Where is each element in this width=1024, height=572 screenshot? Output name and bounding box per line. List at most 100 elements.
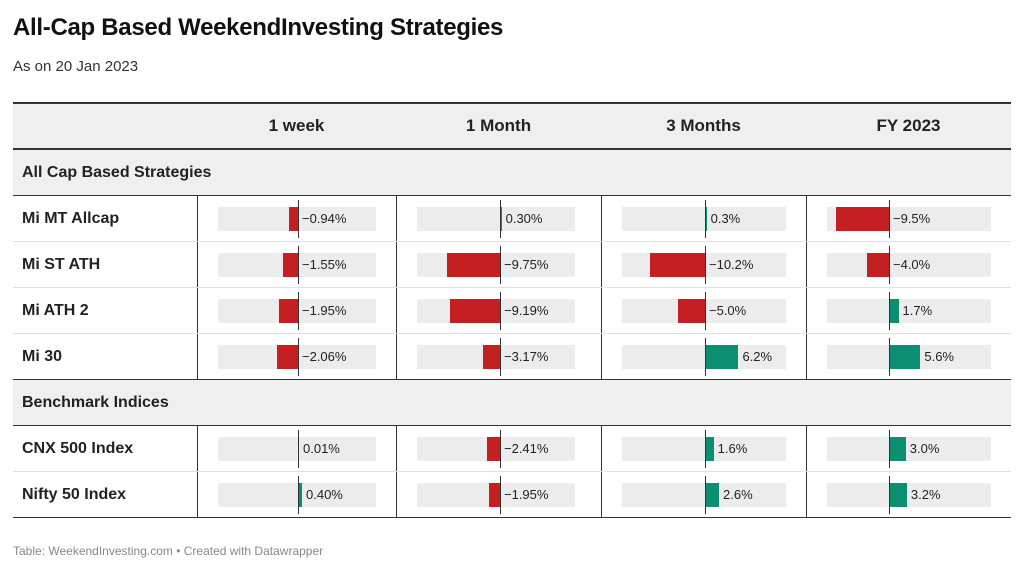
negative-bar xyxy=(277,345,298,369)
value-cell: 0.40% xyxy=(197,472,396,517)
zero-line xyxy=(889,430,890,468)
positive-bar xyxy=(705,345,739,369)
zero-line xyxy=(500,476,501,514)
bar-track xyxy=(417,207,575,231)
value-cell: −9.5% xyxy=(806,196,1011,241)
group-label: All Cap Based Strategies xyxy=(22,163,212,181)
value-label: −9.75% xyxy=(504,257,549,272)
value-label: 0.01% xyxy=(303,441,340,456)
zero-line xyxy=(298,292,299,330)
zero-line xyxy=(500,292,501,330)
value-cell: −5.0% xyxy=(601,288,806,333)
table-header-row: 1 week 1 Month 3 Months FY 2023 xyxy=(13,104,1011,150)
value-cell: −1.95% xyxy=(396,472,601,517)
column-header: 3 Months xyxy=(666,116,741,135)
value-label: 2.6% xyxy=(723,487,753,502)
group-header-row: All Cap Based Strategies xyxy=(13,150,1011,196)
zero-line xyxy=(500,200,501,238)
table-row: Mi MT Allcap −0.94% 0.30% 0.3% −9.5% xyxy=(13,196,1011,242)
value-label: −0.94% xyxy=(302,211,347,226)
value-cell: 3.2% xyxy=(806,472,1011,517)
row-name: Nifty 50 Index xyxy=(22,485,127,503)
value-cell: −2.41% xyxy=(396,426,601,471)
group-header-row: Benchmark Indices xyxy=(13,380,1011,426)
value-cell: −1.95% xyxy=(197,288,396,333)
negative-bar xyxy=(447,253,500,277)
row-name: CNX 500 Index xyxy=(22,439,134,457)
bar-track xyxy=(622,437,786,461)
zero-line xyxy=(500,246,501,284)
bar-track xyxy=(827,483,991,507)
negative-bar xyxy=(835,207,889,231)
negative-bar xyxy=(489,483,500,507)
zero-line xyxy=(705,476,706,514)
negative-bar xyxy=(450,299,500,323)
positive-bar xyxy=(889,483,907,507)
zero-line xyxy=(705,200,706,238)
negative-bar xyxy=(866,253,889,277)
value-cell: −10.2% xyxy=(601,242,806,287)
column-header: 1 week xyxy=(268,116,325,135)
value-label: −9.19% xyxy=(504,303,549,318)
value-label: −4.0% xyxy=(893,257,931,272)
negative-bar xyxy=(278,299,298,323)
value-cell: 0.3% xyxy=(601,196,806,241)
table-row: Mi ATH 2 −1.95% −9.19% −5.0% 1.7% xyxy=(13,288,1011,334)
table-row: CNX 500 Index 0.01% −2.41% 1.6% 3.0% xyxy=(13,426,1011,472)
negative-bar xyxy=(288,207,298,231)
value-label: 3.0% xyxy=(909,441,940,456)
negative-bar xyxy=(482,345,500,369)
row-name: Mi ST ATH xyxy=(22,255,101,273)
zero-line xyxy=(889,476,890,514)
zero-line xyxy=(705,292,706,330)
value-label: 0.40% xyxy=(306,487,343,502)
zero-line xyxy=(705,338,706,376)
positive-bar xyxy=(889,299,899,323)
zero-line xyxy=(889,200,890,238)
bar-track xyxy=(827,253,991,277)
row-name: Mi 30 xyxy=(22,347,63,365)
table-top-rule xyxy=(13,102,1011,104)
zero-line xyxy=(298,200,299,238)
value-label: −1.95% xyxy=(302,303,347,318)
value-label: 1.7% xyxy=(902,303,933,318)
negative-bar xyxy=(282,253,298,277)
value-label: −2.06% xyxy=(302,349,347,364)
group-label: Benchmark Indices xyxy=(22,393,169,411)
value-label: −1.55% xyxy=(302,257,347,272)
zero-line xyxy=(889,338,890,376)
value-cell: 2.6% xyxy=(601,472,806,517)
value-cell: −0.94% xyxy=(197,196,396,241)
performance-table: 1 week 1 Month 3 Months FY 2023 All Cap … xyxy=(13,102,1011,518)
positive-bar xyxy=(705,437,714,461)
table-row: Mi ST ATH −1.55% −9.75% −10.2% −4.0% xyxy=(13,242,1011,288)
row-name: Mi MT Allcap xyxy=(22,209,120,227)
zero-line xyxy=(889,292,890,330)
value-label: −3.17% xyxy=(504,349,549,364)
zero-line xyxy=(889,246,890,284)
value-label: −1.95% xyxy=(504,487,549,502)
bar-track xyxy=(827,437,991,461)
positive-bar xyxy=(889,437,906,461)
bar-track xyxy=(622,207,786,231)
value-cell: −3.17% xyxy=(396,334,601,379)
value-cell: 5.6% xyxy=(806,334,1011,379)
value-label: −5.0% xyxy=(709,303,747,318)
positive-bar xyxy=(705,483,720,507)
table-row: Mi 30 −2.06% −3.17% 6.2% 5.6% xyxy=(13,334,1011,380)
zero-line xyxy=(705,430,706,468)
zero-line xyxy=(500,430,501,468)
zero-line xyxy=(298,338,299,376)
value-cell: −1.55% xyxy=(197,242,396,287)
bar-track xyxy=(622,345,786,369)
value-cell: −4.0% xyxy=(806,242,1011,287)
negative-bar xyxy=(486,437,500,461)
value-label: −9.5% xyxy=(893,211,931,226)
value-cell: 3.0% xyxy=(806,426,1011,471)
zero-line xyxy=(298,476,299,514)
value-cell: −9.19% xyxy=(396,288,601,333)
bar-track xyxy=(218,437,376,461)
value-label: 0.3% xyxy=(710,211,741,226)
value-cell: −2.06% xyxy=(197,334,396,379)
value-cell: 0.30% xyxy=(396,196,601,241)
